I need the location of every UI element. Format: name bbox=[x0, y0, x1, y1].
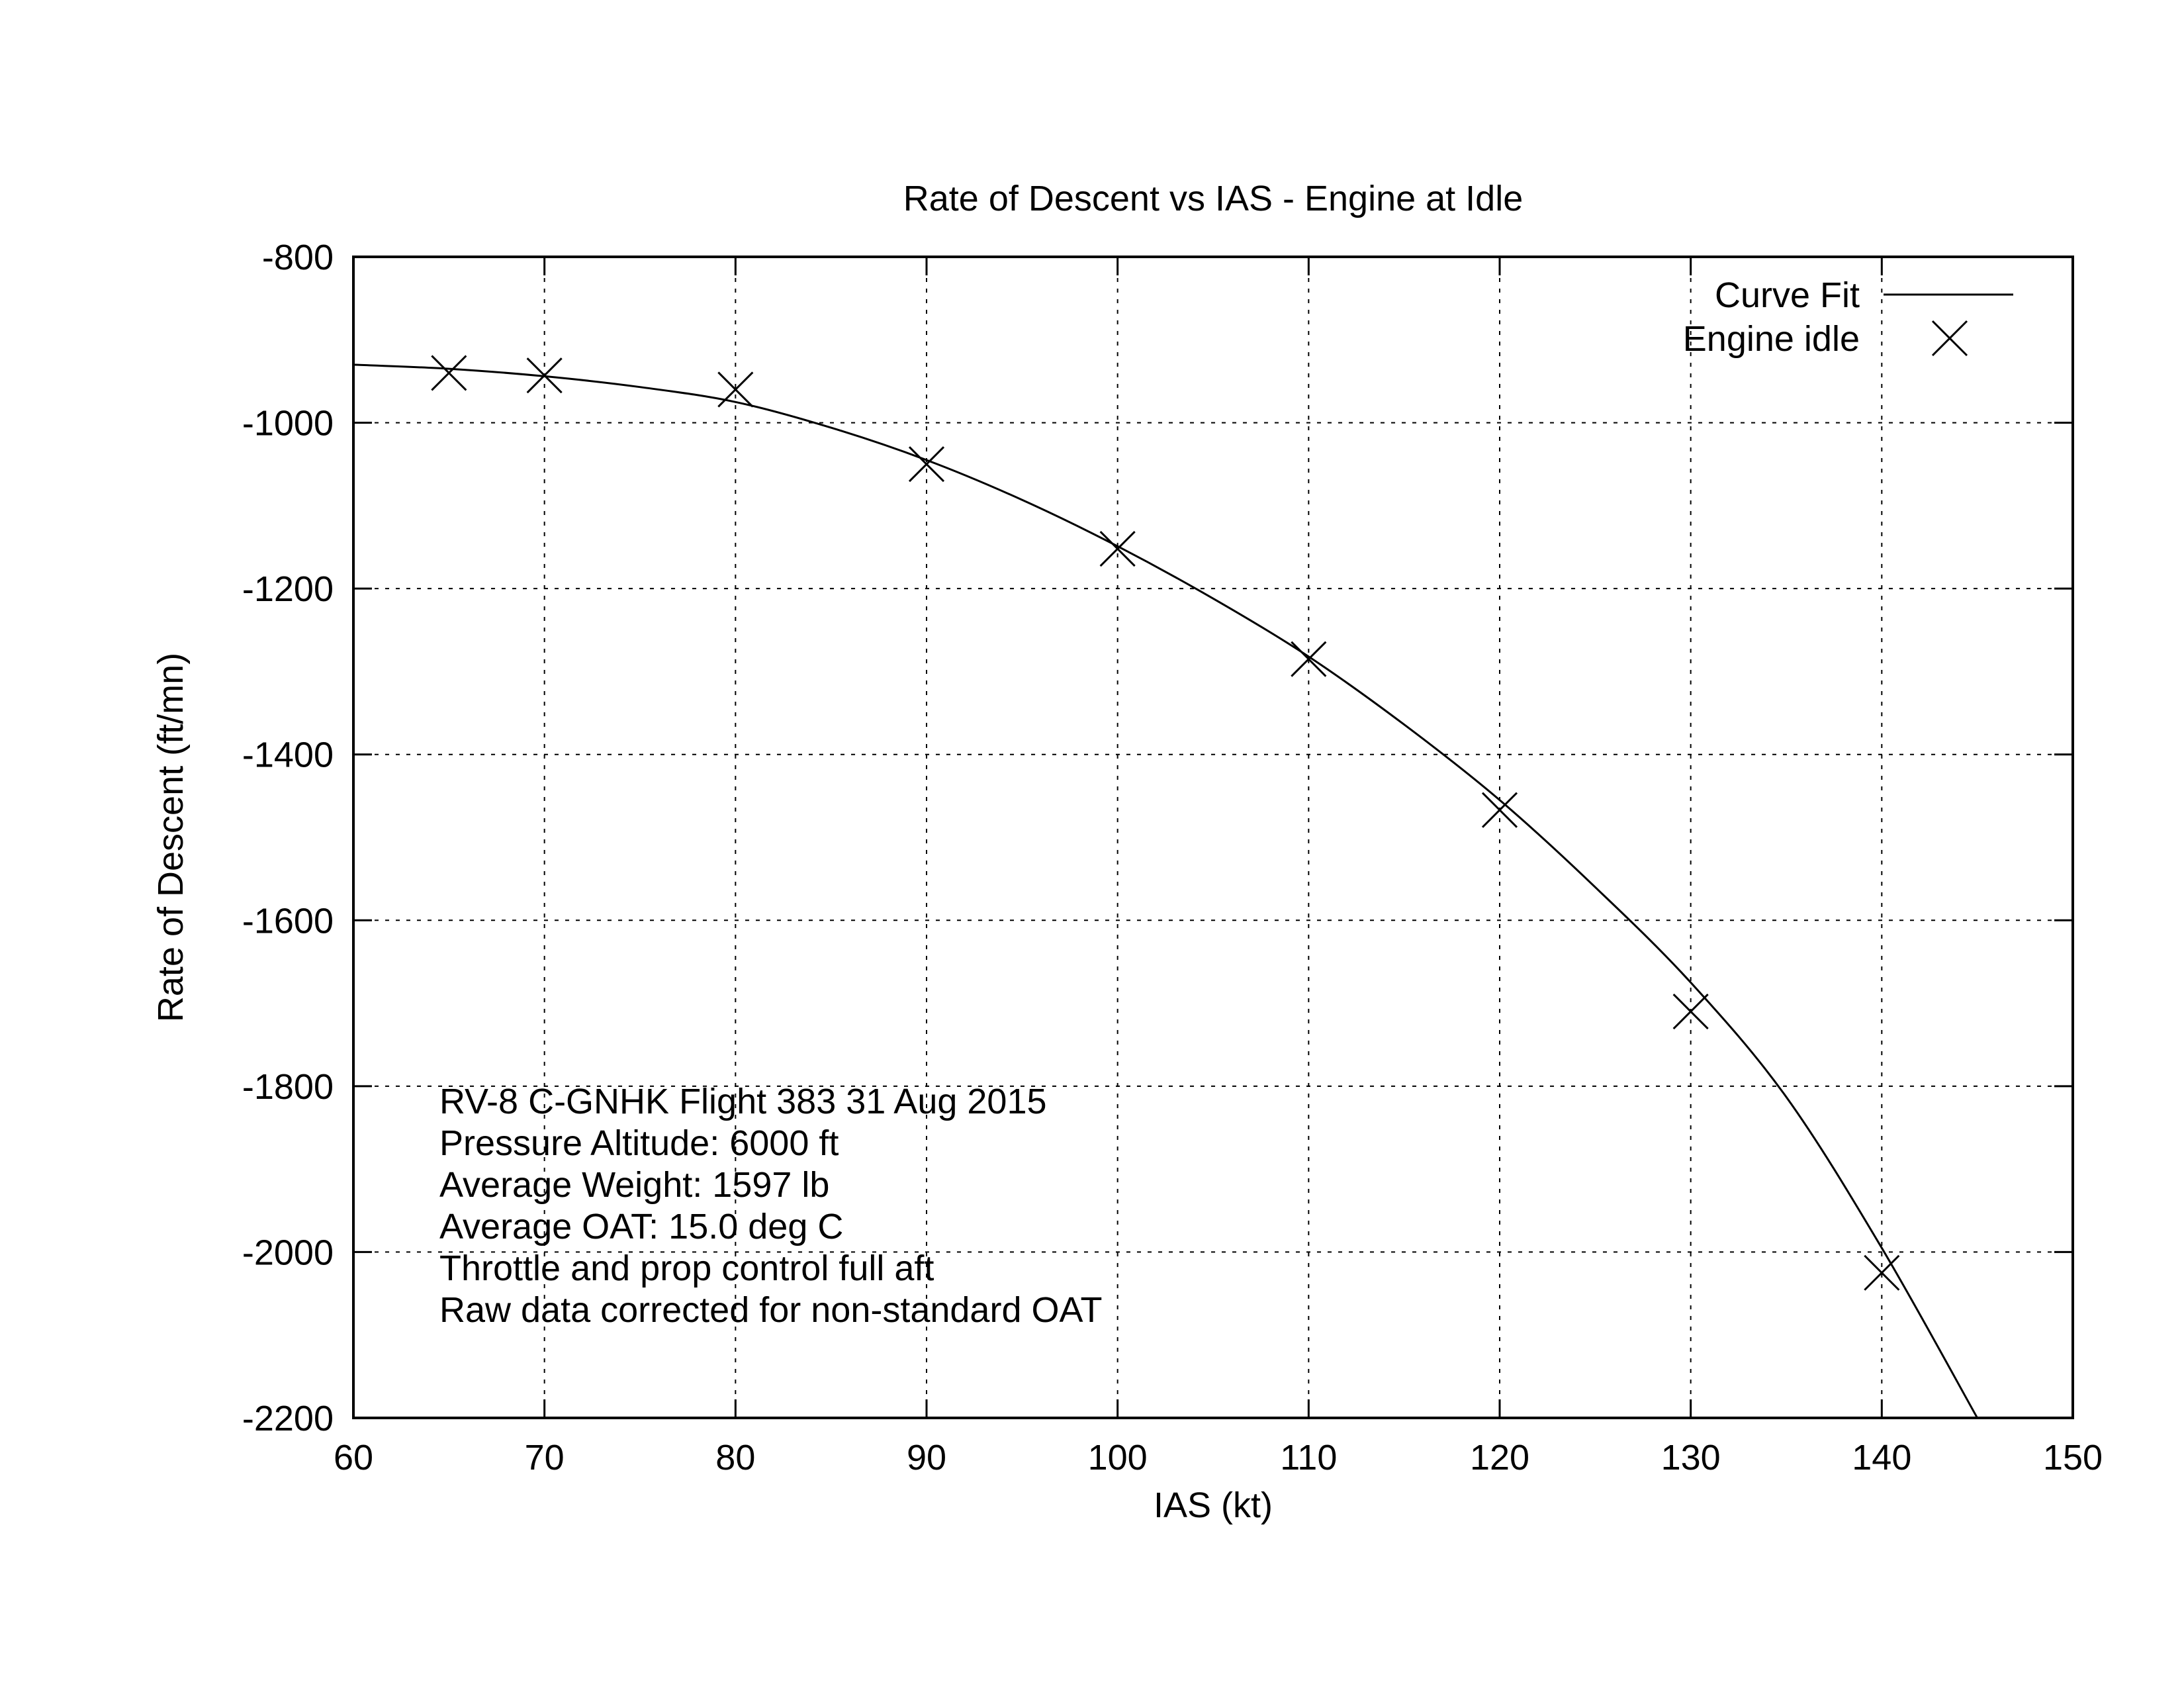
curve-fit-line bbox=[353, 363, 1979, 1419]
x-tick-label: 100 bbox=[1088, 1438, 1148, 1477]
chart-title: Rate of Descent vs IAS - Engine at Idle bbox=[903, 179, 1523, 218]
data-point-engine-idle bbox=[908, 446, 945, 483]
marker-stroke bbox=[1291, 641, 1327, 677]
data-point-engine-idle bbox=[717, 371, 754, 408]
y-tick-label: -1600 bbox=[242, 901, 334, 941]
series-layer bbox=[353, 355, 1979, 1419]
x-tick-label: 150 bbox=[2043, 1438, 2103, 1477]
data-point-engine-idle bbox=[1481, 792, 1518, 828]
marker-stroke bbox=[908, 446, 945, 483]
legend-marker-engine-idle bbox=[1931, 320, 1968, 357]
data-point-engine-idle bbox=[431, 355, 467, 391]
y-tick-label: -800 bbox=[262, 238, 334, 277]
x-tick-label: 80 bbox=[715, 1438, 755, 1477]
marker-stroke bbox=[1481, 792, 1518, 828]
y-tick-label: -1800 bbox=[242, 1067, 334, 1107]
legend-label-engine-idle: Engine idle bbox=[1683, 319, 1860, 359]
data-point-engine-idle bbox=[526, 357, 563, 394]
legend: Curve Fit Engine idle bbox=[1683, 275, 2013, 359]
x-tick-label: 60 bbox=[334, 1438, 373, 1477]
x-tick-label: 110 bbox=[1280, 1438, 1337, 1477]
y-tick-label: -1000 bbox=[242, 404, 334, 444]
annotation-block: RV-8 C-GNHK Flight 383 31 Aug 2015 Press… bbox=[439, 1082, 1102, 1330]
annotation-line-3: Average Weight: 1597 lb bbox=[439, 1165, 829, 1205]
data-point-engine-idle bbox=[1099, 530, 1136, 567]
x-axis-label: IAS (kt) bbox=[1154, 1485, 1273, 1525]
x-tick-label: 90 bbox=[907, 1438, 946, 1477]
x-tick-label: 120 bbox=[1470, 1438, 1529, 1477]
x-tick-label: 130 bbox=[1661, 1438, 1721, 1477]
data-point-engine-idle bbox=[1864, 1254, 1900, 1291]
annotation-line-1: RV-8 C-GNHK Flight 383 31 Aug 2015 bbox=[439, 1082, 1047, 1121]
marker-stroke bbox=[526, 357, 563, 394]
legend-x-marker bbox=[1931, 320, 1968, 357]
legend-label-curve-fit: Curve Fit bbox=[1715, 275, 1860, 315]
y-tick-label: -1400 bbox=[242, 735, 334, 775]
y-tick-label: -2000 bbox=[242, 1233, 334, 1272]
annotation-line-6: Raw data corrected for non-standard OAT bbox=[439, 1290, 1102, 1330]
data-point-engine-idle bbox=[1672, 994, 1709, 1030]
marker-stroke bbox=[1931, 320, 1968, 357]
label-layer: 60 70 80 90 100 110 120 130 140 150 -800 -1000 -1200… bbox=[242, 238, 2103, 1477]
marker-stroke bbox=[1099, 530, 1136, 567]
data-point-engine-idle bbox=[1291, 641, 1327, 677]
annotation-line-4: Average OAT: 15.0 deg C bbox=[439, 1207, 843, 1246]
marker-stroke bbox=[717, 371, 754, 408]
y-tick-label: -2200 bbox=[242, 1399, 334, 1438]
annotation-line-2: Pressure Altitude: 6000 ft bbox=[439, 1123, 839, 1163]
marker-stroke bbox=[431, 355, 467, 391]
x-tick-label: 140 bbox=[1852, 1438, 1911, 1477]
marker-stroke bbox=[1864, 1254, 1900, 1291]
plot-frame bbox=[352, 256, 2074, 1419]
marker-stroke bbox=[1672, 994, 1709, 1030]
annotation-line-5: Throttle and prop control full aft bbox=[439, 1248, 934, 1288]
x-tick-label: 70 bbox=[525, 1438, 565, 1477]
grid-layer bbox=[353, 257, 2073, 1418]
y-axis-label: Rate of Descent (ft/mn) bbox=[151, 653, 191, 1022]
y-tick-label: -1200 bbox=[242, 569, 334, 609]
